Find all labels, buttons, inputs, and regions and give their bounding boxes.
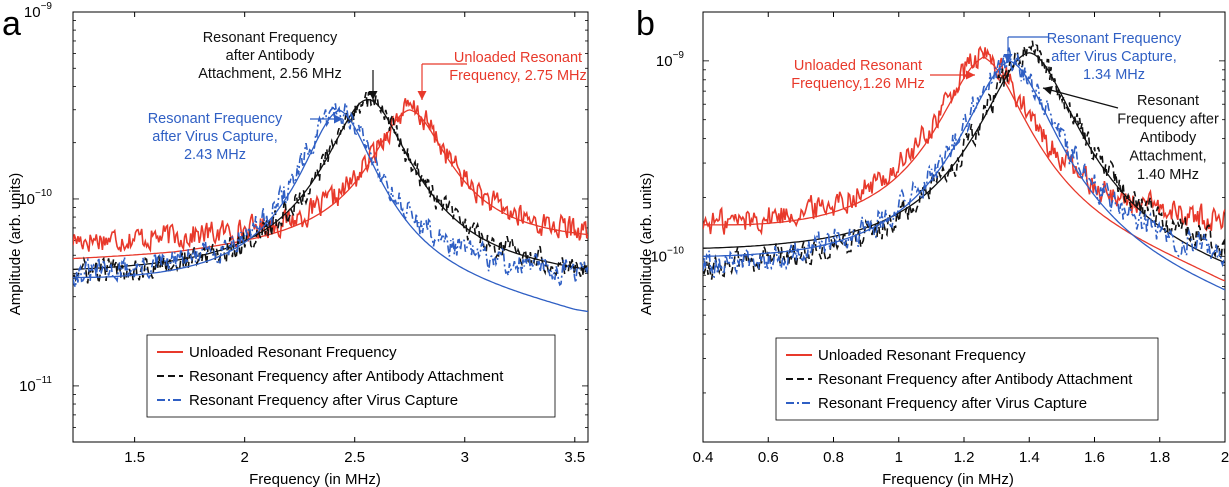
annotation-arrowhead — [966, 70, 975, 80]
series-0-fit — [703, 55, 1225, 282]
x-tick-label: 0.8 — [823, 449, 844, 466]
annotation-line: Frequency,1.26 MHz — [791, 76, 925, 92]
annotation: Resonant Frequency after Antibody Attachme… — [198, 30, 378, 100]
panel-b-plot-area: 0.4 0.6 0.8 1 1.2 1.4 1.6 1.8 2 10−9 10−10 Unloaded… — [650, 11, 1229, 466]
x-tick-label: 1.6 — [1084, 449, 1105, 466]
legend-entry: Unloaded Resonant Frequency — [189, 344, 397, 361]
annotation-arrowhead — [1003, 54, 1013, 63]
y-tick-label: 10−10 — [18, 188, 52, 208]
series-2-fit — [703, 60, 1225, 291]
panel-b: b 0.4 0.6 0.8 1 1.2 1.4 1.6 1.8 2 10−9 10−10 Unload… — [636, 5, 1229, 487]
panel-b-ylabel: Amplitude (arb. units) — [638, 173, 655, 316]
x-tick-label: 2 — [1221, 449, 1229, 466]
annotation-line: Frequency, 2.75 MHz — [449, 68, 587, 84]
series-2-fit — [73, 109, 588, 313]
annotation-line: Resonant Frequency — [203, 30, 338, 46]
x-tick-label: 1.4 — [1019, 449, 1040, 466]
annotation-arrowhead — [417, 91, 427, 100]
x-tick-label: 1.5 — [124, 449, 145, 466]
panel-a-plot-area: 1.5 2 2.5 3 3.5 10−9 10−10 10−11 Unloaded Resona… — [18, 1, 589, 466]
annotation-line: Resonant Frequency — [148, 111, 283, 127]
panel-b-xlabel: Frequency (in MHz) — [882, 471, 1014, 487]
legend-box — [775, 337, 1159, 421]
annotation-line: Antibody — [1140, 130, 1197, 146]
annotation-line: after Virus Capture, — [1051, 49, 1176, 65]
annotation-line: Attachment, — [1129, 149, 1206, 165]
annotation-line: 1.34 MHz — [1083, 67, 1145, 83]
x-tick-label: 1 — [895, 449, 903, 466]
annotation-line: Unloaded Resonant — [454, 50, 582, 66]
panel-b-letter: b — [636, 5, 655, 43]
x-tick-label: 0.6 — [758, 449, 779, 466]
annotation-line: Resonant — [1137, 93, 1199, 109]
annotation-line: Resonant Frequency — [1047, 31, 1182, 47]
annotation-line: Attachment, 2.56 MHz — [198, 66, 341, 82]
y-tick-label: 10−10 — [650, 245, 684, 265]
panel-a-ylabel: Amplitude (arb. units) — [7, 173, 24, 316]
panel-a-xlabel: Frequency (in MHz) — [249, 471, 381, 487]
series-2-measured — [73, 100, 588, 288]
series-2-measured — [703, 46, 1225, 279]
axes-frame — [72, 11, 589, 443]
annotation-line: Frequency after — [1117, 112, 1219, 128]
x-tick-label: 1.2 — [954, 449, 975, 466]
annotation-line: Unloaded Resonant — [794, 58, 922, 74]
legend-entry: Resonant Frequency after Antibody Attach… — [818, 371, 1133, 388]
x-tick-label: 0.4 — [693, 449, 714, 466]
annotation: Unloaded Resonant Frequency, 2.75 MHz — [417, 50, 587, 100]
annotation: Resonant Frequency after Virus Capture, 2.… — [148, 111, 343, 163]
legend-entry: Resonant Frequency after Virus Capture — [818, 395, 1087, 412]
x-tick-label: 2 — [240, 449, 248, 466]
legend-entry: Unloaded Resonant Frequency — [818, 347, 1026, 364]
series-1-fit — [703, 52, 1225, 264]
annotation-line: after Virus Capture, — [152, 129, 277, 145]
series-0-fit — [73, 109, 588, 260]
annotation-arrowhead — [1043, 86, 1053, 95]
legend-entry: Resonant Frequency after Antibody Attach… — [189, 368, 504, 385]
x-tick-label: 3.5 — [564, 449, 585, 466]
annotation: Resonant Frequency after Antibody Attachmen… — [1042, 86, 1219, 183]
y-tick-label: 10−9 — [656, 50, 685, 70]
annotation-line: 1.40 MHz — [1137, 167, 1199, 183]
annotation-line: 2.43 MHz — [184, 147, 246, 163]
legend-box — [146, 334, 556, 418]
annotation-arrow — [1042, 87, 1119, 109]
y-tick-label: 10−9 — [24, 1, 53, 21]
legend: Unloaded Resonant Frequency Resonant Freq… — [146, 334, 556, 418]
x-tick-label: 1.8 — [1149, 449, 1170, 466]
annotation-line: after Antibody — [226, 48, 315, 64]
x-tick-label: 2.5 — [344, 449, 365, 466]
annotation: Resonant Frequency after Virus Capture, 1.… — [1003, 31, 1182, 83]
annotation-arrowhead — [334, 114, 343, 124]
x-tick-label: 3 — [461, 449, 469, 466]
panel-a: a 1.5 2 2.5 3 3.5 10−9 10−10 10−11 Unloaded Reso… — [2, 1, 589, 487]
legend: Unloaded Resonant Frequency Resonant Freq… — [775, 337, 1159, 421]
y-tick-label: 10−11 — [19, 375, 52, 395]
annotation-arrowhead — [368, 91, 378, 100]
legend-entry: Resonant Frequency after Virus Capture — [189, 392, 458, 409]
panel-a-letter: a — [2, 5, 21, 43]
annotation: Unloaded Resonant Frequency,1.26 MHz — [791, 58, 975, 92]
series-0-measured — [73, 98, 588, 253]
